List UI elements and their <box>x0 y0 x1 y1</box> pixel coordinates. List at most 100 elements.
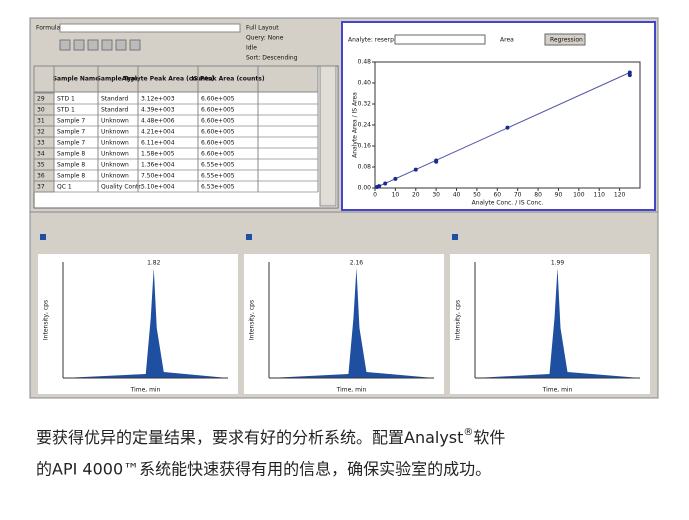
x-tick-label: 110 <box>594 192 606 199</box>
x-tick-label: 10 <box>392 192 400 199</box>
x-axis-label: Time, min <box>130 387 161 394</box>
chrom-swatch <box>452 234 458 240</box>
y-axis-label: Intensity, cps <box>455 300 462 340</box>
peak <box>269 268 434 378</box>
caption-mark: ® <box>463 427 473 438</box>
status: Idle <box>246 45 257 52</box>
scrollbar <box>319 65 337 207</box>
cell: 31 <box>37 118 45 125</box>
point <box>413 167 418 172</box>
column-header: Sample Type <box>97 76 140 83</box>
cell: 33 <box>37 140 45 147</box>
y-axis-label: Intensity, cps <box>249 300 256 340</box>
cell: 29 <box>37 96 45 103</box>
cell: Sample 7 <box>57 140 85 147</box>
x-tick-label: 60 <box>493 192 501 199</box>
cell: 1.36e+004 <box>141 162 175 169</box>
y-tick-label: 0.48 <box>358 59 372 66</box>
x-axis-label: Time, min <box>542 387 573 394</box>
formula-box <box>59 23 241 33</box>
chrom-swatch <box>246 234 252 240</box>
cell: 34 <box>37 151 45 158</box>
cell: 6.11e+004 <box>141 140 175 147</box>
cell: Standard <box>101 107 128 114</box>
x-tick-label: 80 <box>534 192 542 199</box>
x-tick-label: 40 <box>453 192 461 199</box>
sort: Sort: Descending <box>246 55 298 62</box>
cell: 6.60e+005 <box>201 107 235 114</box>
x-tick-label: 30 <box>432 192 440 199</box>
cell: Unknown <box>101 140 129 147</box>
layout: Full Layout <box>246 25 279 32</box>
cell: Standard <box>101 96 128 103</box>
cell: 35 <box>37 162 45 169</box>
point <box>393 176 398 181</box>
x-axis-label: Time, min <box>336 387 367 394</box>
header-row <box>33 65 319 93</box>
caption-line2: 的API 4000™系统能快速获得有用的信息，确保实验室的成功。 <box>36 460 491 479</box>
chrom-header <box>450 232 650 252</box>
regression-button[interactable] <box>544 33 586 46</box>
cell: Unknown <box>101 118 129 125</box>
toolbar-icons <box>59 39 141 51</box>
y-tick-label: 0.00 <box>358 185 372 192</box>
cell: 5.10e+004 <box>141 184 175 191</box>
caption-text: 软件 <box>473 428 505 447</box>
cell: 30 <box>37 107 45 114</box>
cell: 4.21e+004 <box>141 129 175 136</box>
cell: Sample 8 <box>57 151 85 158</box>
chrom-plot <box>38 254 238 394</box>
x-tick-label: 50 <box>473 192 481 199</box>
x-tick-label: 90 <box>555 192 563 199</box>
cell: Sample 7 <box>57 129 85 136</box>
cell: QC 1 <box>57 184 72 191</box>
cell: Unknown <box>101 129 129 136</box>
cell: Unknown <box>101 162 129 169</box>
point <box>377 184 382 189</box>
x-tick-label: 120 <box>614 192 626 199</box>
x-tick-label: 100 <box>573 192 585 199</box>
column-header: IS Peak Area (counts) <box>191 76 264 83</box>
cell: 6.60e+005 <box>201 118 235 125</box>
cell: Unknown <box>101 173 129 180</box>
y-tick-label: 0.32 <box>358 101 372 108</box>
chrom-header <box>244 232 444 252</box>
cell: 37 <box>37 184 45 191</box>
cell: 3.12e+003 <box>141 96 175 103</box>
x-tick-label: 20 <box>412 192 420 199</box>
mode: Area <box>500 37 514 44</box>
cell: 6.55e+005 <box>201 162 235 169</box>
peak-label: 1.99 <box>551 260 565 267</box>
cell: STD 1 <box>57 96 75 103</box>
y-tick-label: 0.16 <box>358 143 372 150</box>
y-axis-label: Analyte Area / IS Area <box>352 92 359 158</box>
analyte-box <box>394 34 486 45</box>
x-tick-label: 0 <box>373 192 377 199</box>
analyte: Analyte: reserpine <box>348 37 403 44</box>
formula-label: Formula <box>36 25 61 32</box>
x-axis-label: Analyte Conc. / IS Conc. <box>472 200 544 207</box>
cell: 6.60e+005 <box>201 140 235 147</box>
y-tick-label: 0.24 <box>358 122 372 129</box>
point <box>383 181 388 186</box>
peak-label: 1.82 <box>147 260 161 267</box>
cell: 1.58e+005 <box>141 151 175 158</box>
point <box>627 73 632 78</box>
cell: Unknown <box>101 151 129 158</box>
y-tick-label: 0.40 <box>358 80 372 87</box>
y-tick-label: 0.08 <box>358 164 372 171</box>
cell: Quality Contr. <box>101 184 142 191</box>
peak <box>475 268 640 378</box>
point <box>434 159 439 164</box>
query: Query: None <box>246 35 284 42</box>
y-axis-label: Intensity, cps <box>43 300 50 340</box>
column-header: Sample Name <box>53 76 100 83</box>
plot-area <box>374 61 641 189</box>
cell: Sample 7 <box>57 118 85 125</box>
cell: 6.60e+005 <box>201 129 235 136</box>
x-tick-label: 70 <box>514 192 522 199</box>
cell: Sample 8 <box>57 173 85 180</box>
cell: 32 <box>37 129 45 136</box>
column-header: Analyte Peak Area (counts) <box>122 76 215 83</box>
